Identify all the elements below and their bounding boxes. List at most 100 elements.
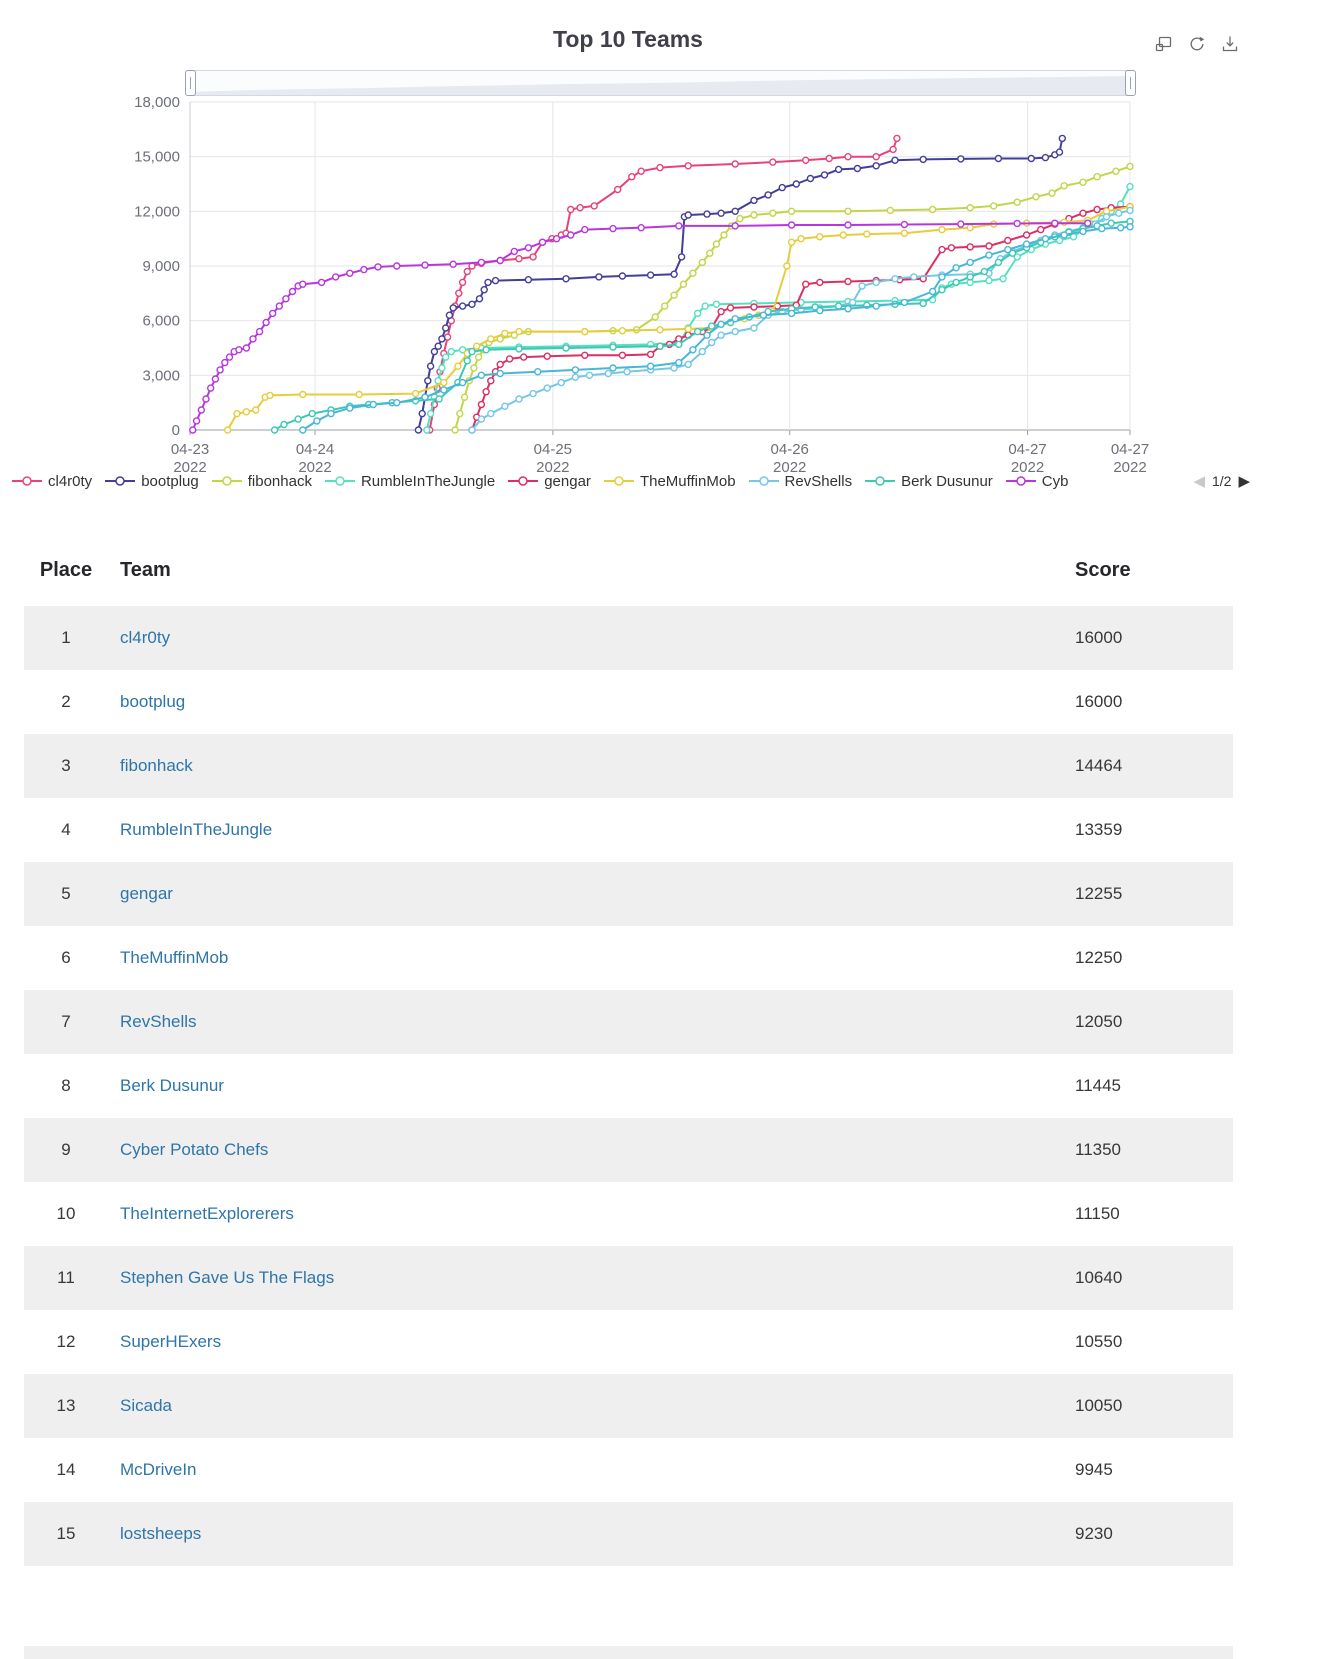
data-point-bootplug bbox=[418, 409, 426, 418]
legend-prev-icon[interactable]: ◀ bbox=[1193, 473, 1205, 490]
team-link[interactable]: Sicada bbox=[120, 1396, 172, 1415]
data-point-cyber-potato-chefs bbox=[242, 344, 251, 352]
data-point-berk-dusunur bbox=[609, 343, 617, 351]
data-point-gengar bbox=[496, 360, 504, 369]
data-point-themuffinmob bbox=[816, 233, 824, 241]
legend-item-fibonhack[interactable]: fibonhack bbox=[211, 473, 312, 490]
data-point-cyber-potato-chefs bbox=[552, 234, 561, 243]
data-point-cl4r0ty bbox=[567, 205, 575, 214]
datazoom-slider[interactable] bbox=[185, 70, 1136, 96]
data-point-rumbleinthejungle bbox=[447, 347, 455, 356]
legend-item-bootplug[interactable]: bootplug bbox=[105, 473, 199, 490]
data-zoom-icon[interactable] bbox=[1154, 34, 1174, 54]
data-point-fibonhack bbox=[1060, 182, 1068, 190]
x-axis-label-date: 04-25 bbox=[534, 441, 572, 458]
data-point-bootplug bbox=[820, 171, 829, 179]
table-row: 14 McDriveIn 9945 bbox=[24, 1438, 1233, 1502]
legend-next-icon[interactable]: ▶ bbox=[1238, 473, 1250, 490]
data-point-revshells bbox=[750, 324, 758, 332]
team-link[interactable]: SuperHExers bbox=[120, 1332, 222, 1351]
legend-item-revshells[interactable]: RevShells bbox=[748, 473, 852, 490]
data-point-fibonhack bbox=[769, 209, 777, 217]
data-point-gengar bbox=[726, 304, 735, 312]
data-point-revshells bbox=[670, 364, 678, 372]
team-link[interactable]: lostsheeps bbox=[120, 1524, 202, 1543]
score-cell: 14464 bbox=[1075, 756, 1123, 775]
data-point-cyber-potato-chefs bbox=[282, 295, 290, 303]
data-point-berk-dusunur bbox=[834, 302, 843, 310]
data-point-fibonhack bbox=[844, 207, 852, 216]
team-cell: Stephen Gave Us The Flags bbox=[108, 1246, 1066, 1310]
data-point-bootplug bbox=[1027, 154, 1036, 163]
team-link[interactable]: cl4r0ty bbox=[120, 628, 171, 647]
team-link[interactable]: Berk Dusunur bbox=[120, 1076, 224, 1095]
data-point-cyber-potato-chefs bbox=[538, 238, 547, 247]
team-link[interactable]: Stephen Gave Us The Flags bbox=[120, 1268, 335, 1287]
data-point-bootplug bbox=[731, 207, 739, 216]
data-point-berk-dusunur bbox=[811, 303, 819, 311]
chart-toolbox bbox=[1154, 34, 1240, 54]
data-point-bootplug bbox=[670, 270, 678, 278]
team-link[interactable]: Cyber Potato Chefs bbox=[120, 1140, 269, 1159]
data-point-revshells bbox=[468, 426, 476, 434]
legend-item-berk-dusunur[interactable]: Berk Dusunur bbox=[865, 473, 993, 490]
legend-item-gengar[interactable]: gengar bbox=[508, 473, 591, 490]
place-cell: 13 bbox=[56, 1396, 76, 1415]
team-cell: Sicada bbox=[108, 1374, 1066, 1438]
data-point-berk-dusunur bbox=[435, 395, 443, 403]
team-link[interactable]: bootplug bbox=[120, 692, 186, 711]
data-point-theinternetexplorerers bbox=[299, 426, 307, 434]
legend-item-rumbleinthejungle[interactable]: RumbleInTheJungle bbox=[324, 473, 495, 490]
data-point-cyber-potato-chefs bbox=[567, 231, 575, 239]
data-point-theinternetexplorerers bbox=[1004, 245, 1012, 254]
team-link[interactable]: TheInternetExplorerers bbox=[120, 1204, 294, 1223]
data-point-revshells bbox=[529, 389, 537, 398]
team-link[interactable]: RevShells bbox=[120, 1012, 197, 1031]
data-point-bootplug bbox=[834, 165, 843, 174]
score-cell: 9945 bbox=[1075, 1460, 1113, 1479]
restore-icon[interactable] bbox=[1187, 34, 1207, 54]
save-as-image-icon[interactable] bbox=[1220, 34, 1240, 54]
legend-marker-icon bbox=[508, 476, 539, 486]
team-link[interactable]: fibonhack bbox=[120, 756, 193, 775]
data-point-themuffinmob bbox=[440, 378, 448, 387]
data-point-berk-dusunur bbox=[280, 420, 288, 429]
data-point-rumbleinthejungle bbox=[442, 353, 450, 361]
team-link[interactable]: gengar bbox=[120, 884, 173, 903]
data-point-theinternetexplorerers bbox=[477, 371, 486, 379]
data-point-bootplug bbox=[491, 276, 500, 285]
data-point-gengar bbox=[966, 243, 974, 251]
place-cell: 14 bbox=[56, 1460, 76, 1479]
data-point-fibonhack bbox=[460, 393, 469, 401]
datazoom-handle-left[interactable] bbox=[185, 70, 196, 96]
data-point-revshells bbox=[585, 371, 594, 379]
score-cell: 12250 bbox=[1075, 948, 1123, 967]
data-point-revshells bbox=[604, 369, 612, 378]
team-cell: McDriveIn bbox=[108, 1438, 1066, 1502]
data-point-theinternetexplorerers bbox=[787, 309, 796, 318]
team-link[interactable]: McDriveIn bbox=[120, 1460, 197, 1479]
score-graph[interactable]: 03,0006,0009,00012,00015,00018,00004-232… bbox=[0, 96, 1325, 476]
data-point-bootplug bbox=[853, 164, 862, 173]
legend-item-cyber-potato-chefs[interactable]: Cyber Potato Chefs bbox=[1005, 473, 1068, 490]
legend-item-cl4r0ty[interactable]: cl4r0ty bbox=[12, 473, 92, 490]
x-axis-label-year: 2022 bbox=[1011, 459, 1044, 476]
data-point-gengar bbox=[487, 377, 495, 385]
data-point-bootplug bbox=[1041, 153, 1050, 162]
legend-item-themuffinmob[interactable]: TheMuffinMob bbox=[603, 472, 736, 490]
datazoom-handle-right[interactable] bbox=[1125, 70, 1136, 96]
data-point-cyber-potato-chefs bbox=[332, 273, 340, 281]
data-point-bootplug bbox=[562, 275, 570, 283]
team-link[interactable]: RumbleInTheJungle bbox=[120, 820, 273, 839]
data-point-cyber-potato-chefs bbox=[1083, 219, 1092, 227]
data-point-revshells bbox=[543, 384, 551, 392]
data-point-rumbleinthejungle bbox=[693, 309, 702, 318]
data-point-theinternetexplorerers bbox=[928, 287, 937, 296]
team-link[interactable]: TheMuffinMob bbox=[120, 948, 229, 967]
score-cell: 11150 bbox=[1075, 1204, 1120, 1223]
legend-page-label: 1/2 bbox=[1211, 473, 1232, 489]
legend-label: TheMuffinMob bbox=[639, 472, 736, 490]
data-point-revshells bbox=[684, 360, 692, 369]
data-point-bootplug bbox=[424, 377, 432, 385]
data-point-revshells bbox=[891, 275, 899, 283]
